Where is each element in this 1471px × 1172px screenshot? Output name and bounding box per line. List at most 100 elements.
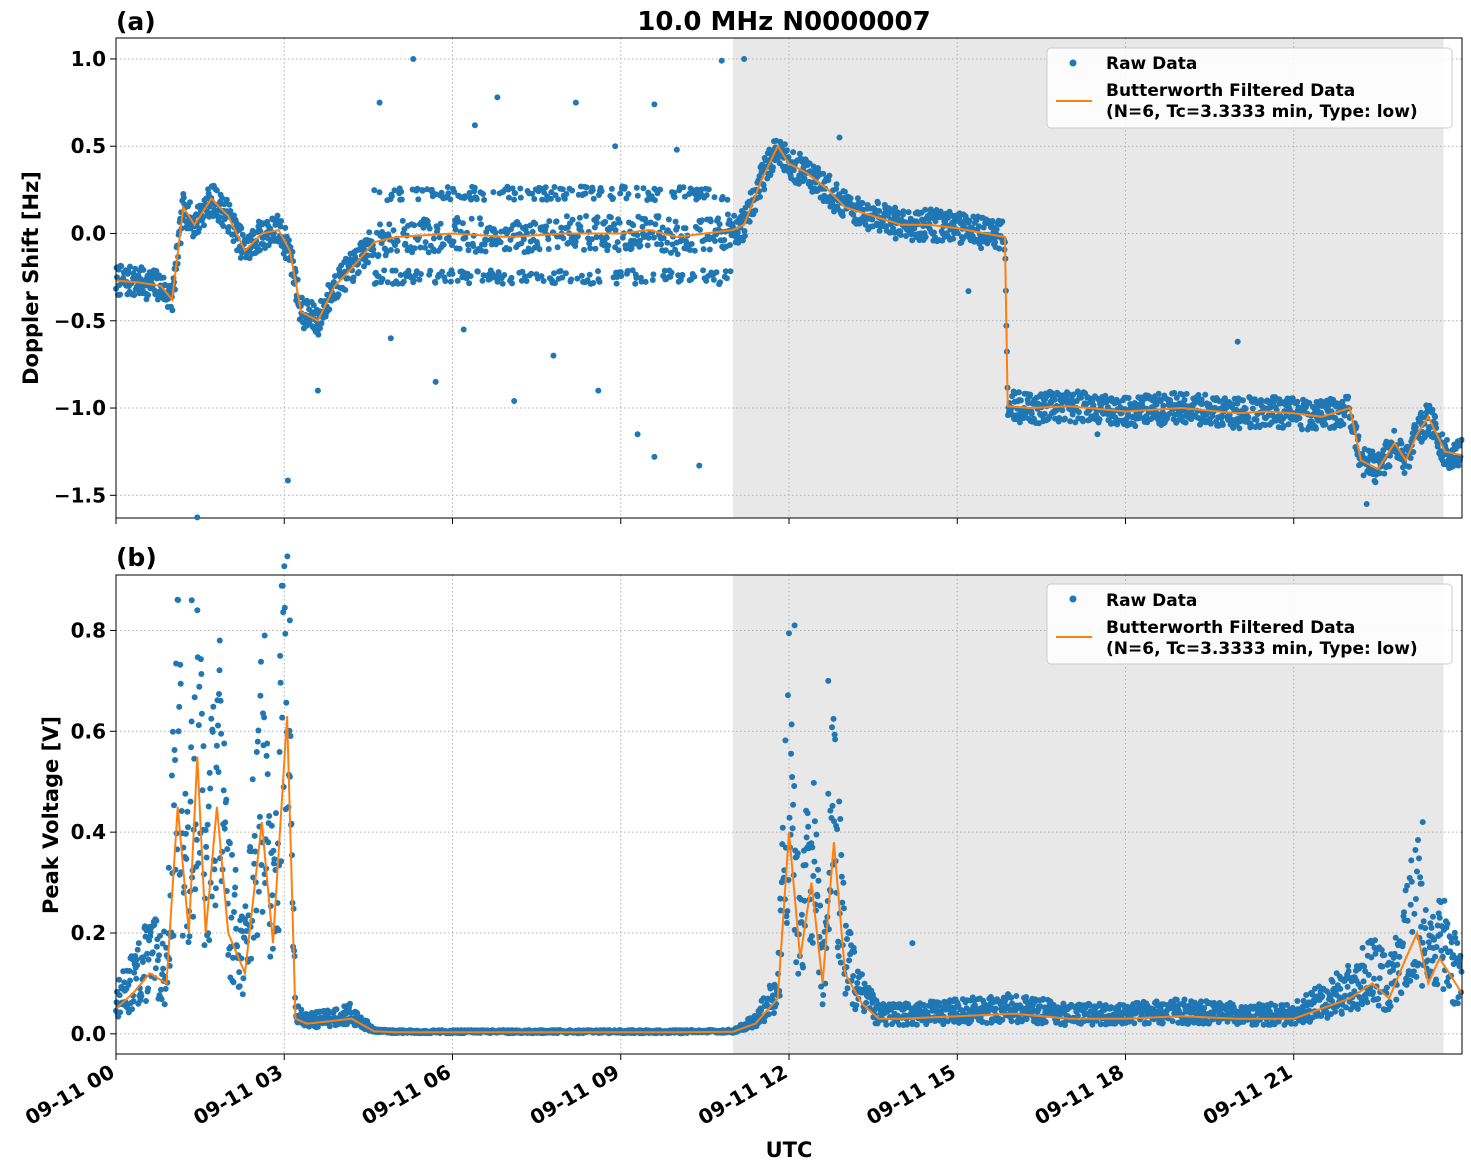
raw-point bbox=[1422, 432, 1429, 439]
raw-point bbox=[190, 913, 197, 920]
raw-point bbox=[139, 959, 146, 965]
raw-point bbox=[1253, 416, 1260, 423]
raw-point bbox=[851, 948, 858, 955]
raw-point bbox=[436, 234, 443, 241]
raw-point bbox=[447, 278, 454, 285]
raw-point bbox=[432, 279, 439, 286]
raw-point bbox=[507, 236, 514, 243]
raw-point bbox=[789, 825, 796, 832]
raw-point bbox=[788, 721, 795, 728]
raw-point bbox=[218, 730, 225, 737]
raw-point bbox=[366, 229, 373, 236]
raw-point bbox=[201, 222, 207, 229]
raw-point bbox=[1218, 412, 1225, 419]
legend-raw-marker-a bbox=[1069, 59, 1077, 67]
raw-point bbox=[723, 275, 730, 282]
raw-point bbox=[466, 189, 473, 196]
raw-point bbox=[134, 946, 141, 953]
raw-point bbox=[863, 999, 870, 1006]
raw-point bbox=[1242, 405, 1249, 412]
raw-point bbox=[1182, 419, 1189, 426]
raw-point bbox=[422, 244, 429, 251]
raw-point bbox=[237, 254, 244, 261]
raw-point bbox=[829, 724, 835, 731]
raw-point bbox=[158, 996, 165, 1003]
raw-point bbox=[1028, 410, 1035, 417]
gridlines-a bbox=[116, 38, 1462, 518]
raw-point bbox=[711, 194, 718, 201]
raw-point bbox=[581, 246, 587, 253]
raw-point bbox=[932, 218, 939, 225]
raw-point bbox=[785, 877, 792, 883]
raw-point bbox=[1160, 402, 1167, 409]
raw-point bbox=[658, 241, 665, 248]
raw-point bbox=[205, 803, 212, 810]
raw-point bbox=[1169, 1018, 1176, 1025]
raw-point bbox=[1019, 1018, 1025, 1025]
raw-point bbox=[315, 331, 322, 338]
legend-box-a bbox=[1046, 47, 1453, 129]
raw-point bbox=[231, 212, 237, 219]
raw-point bbox=[282, 630, 289, 637]
raw-outlier-point bbox=[376, 99, 383, 106]
raw-point bbox=[223, 196, 230, 203]
raw-point bbox=[771, 1010, 777, 1016]
raw-point bbox=[125, 268, 132, 275]
raw-point bbox=[644, 242, 651, 249]
raw-point bbox=[414, 185, 421, 192]
raw-point bbox=[1444, 436, 1450, 443]
raw-point bbox=[271, 856, 278, 863]
raw-point bbox=[672, 218, 679, 225]
raw-point bbox=[1216, 398, 1223, 405]
raw-point bbox=[859, 200, 866, 206]
raw-point bbox=[397, 272, 404, 278]
raw-point bbox=[152, 965, 159, 972]
raw-outlier-point bbox=[550, 352, 557, 359]
raw-point bbox=[243, 928, 250, 934]
raw-outlier-point bbox=[718, 57, 725, 64]
raw-point bbox=[632, 280, 639, 287]
raw-point bbox=[226, 840, 233, 847]
raw-point bbox=[298, 1006, 305, 1013]
raw-point bbox=[468, 215, 475, 222]
raw-point bbox=[519, 268, 526, 275]
raw-point bbox=[592, 245, 599, 252]
raw-point bbox=[545, 236, 552, 243]
raw-point bbox=[880, 1001, 887, 1008]
raw-point bbox=[706, 246, 713, 253]
raw-point bbox=[116, 976, 123, 983]
raw-point bbox=[572, 238, 579, 245]
raw-point bbox=[456, 245, 463, 252]
raw-point bbox=[195, 722, 202, 729]
raw-point bbox=[200, 743, 207, 750]
raw-point bbox=[420, 224, 427, 231]
raw-point bbox=[255, 888, 262, 895]
raw-point bbox=[827, 807, 834, 814]
raw-point bbox=[197, 656, 204, 663]
raw-point bbox=[240, 975, 247, 982]
raw-point bbox=[400, 278, 407, 285]
raw-point bbox=[524, 230, 530, 237]
raw-outlier-point bbox=[1234, 338, 1241, 345]
raw-outlier-point bbox=[1363, 501, 1370, 508]
raw-point bbox=[213, 187, 220, 194]
raw-point bbox=[398, 196, 405, 203]
raw-point bbox=[553, 218, 560, 225]
raw-point bbox=[1221, 395, 1228, 402]
raw-point bbox=[207, 785, 214, 792]
raw-point bbox=[804, 810, 811, 817]
raw-point bbox=[471, 184, 478, 191]
raw-point bbox=[788, 750, 795, 757]
raw-point bbox=[142, 933, 149, 940]
raw-point bbox=[1086, 1002, 1093, 1009]
raw-point bbox=[883, 223, 890, 230]
raw-point bbox=[798, 919, 805, 925]
raw-point bbox=[668, 249, 674, 256]
raw-point bbox=[590, 195, 597, 202]
raw-point bbox=[950, 235, 957, 242]
raw-point bbox=[1080, 418, 1086, 425]
raw-point bbox=[208, 893, 215, 900]
raw-point bbox=[1339, 398, 1346, 405]
raw-point bbox=[574, 233, 581, 240]
raw-point bbox=[130, 998, 137, 1005]
